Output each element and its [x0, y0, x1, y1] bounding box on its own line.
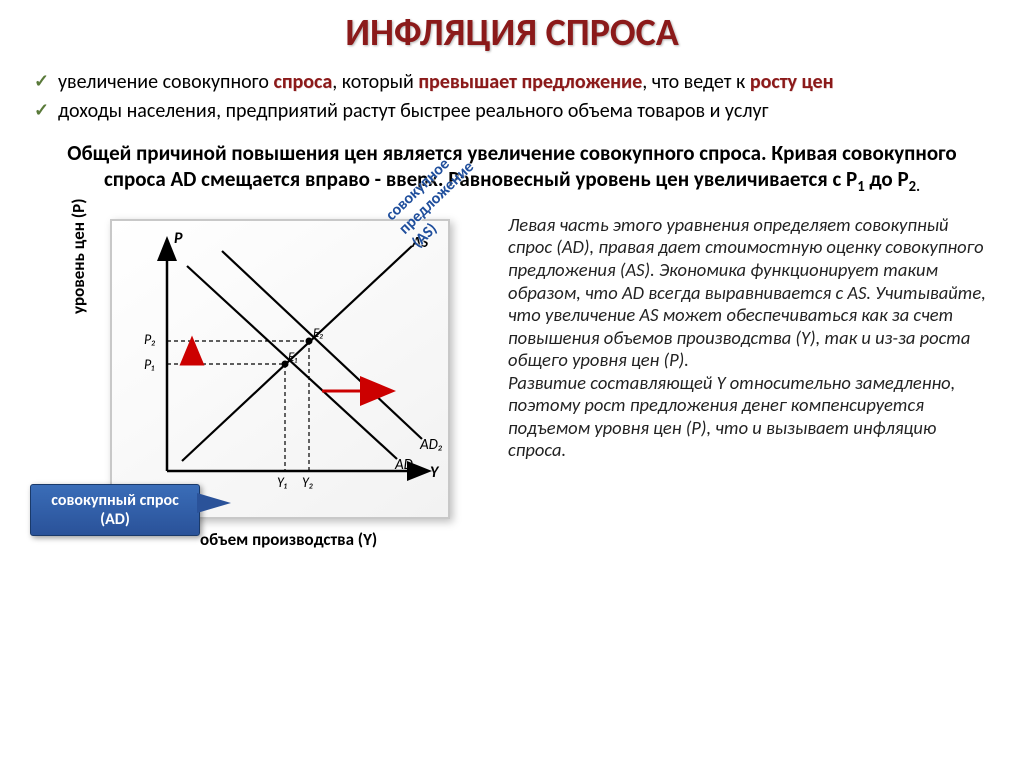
lead-sub2: 2.: [909, 177, 920, 195]
bullet-1-pre: увеличение совокупного: [58, 70, 273, 94]
bullet-1-mid: , который: [332, 70, 418, 94]
y-label: Y: [430, 463, 440, 482]
e2-text: E₂: [313, 326, 324, 341]
explanation-p2: Развитие составляющей Y относительно зам…: [508, 372, 994, 462]
axis-y-label: объем производства (Y): [200, 529, 377, 550]
bullet-1-hl2: превышает предложение: [418, 70, 642, 94]
p-label: P: [174, 229, 183, 248]
explanation-column: Левая часть этого уравнения определяет с…: [508, 214, 994, 519]
lead-text: Общей причиной повышения цен является ув…: [67, 140, 956, 192]
content-row: уровень цен (P) совокупное предложение (…: [30, 214, 994, 519]
bullet-1-hl3: росту цен: [750, 70, 834, 94]
chart-svg: P Y AS AD₁ AD₂ E₁ E₂ P₁ P₂ Y₁ Y₂: [112, 221, 452, 521]
e2-point: [306, 337, 313, 344]
y1-text: Y₁: [277, 474, 287, 491]
lead-sub1: 1: [857, 177, 864, 195]
bullet-1-hl1: спроса: [273, 70, 332, 94]
ad2-line: [222, 251, 422, 439]
bullet-1: увеличение совокупного спроса, который п…: [30, 70, 994, 95]
p2-text: P₂: [144, 331, 156, 348]
p1-text: P₁: [144, 356, 155, 373]
y2-text: Y₂: [302, 474, 314, 491]
explanation-p1: Левая часть этого уравнения определяет с…: [508, 214, 994, 372]
bullet-1-mid2: , что ведет к: [642, 70, 750, 94]
e1-text: E₁: [288, 350, 298, 365]
page-title: ИНФЛЯЦИЯ СПРОСА: [30, 10, 994, 56]
lead-mid: до P: [865, 166, 909, 192]
lead-paragraph: Общей причиной повышения цен является ув…: [60, 140, 964, 196]
chart-column: уровень цен (P) совокупное предложение (…: [30, 214, 490, 519]
ad1-text: AD₁: [394, 456, 417, 474]
ad-callout: совокупный спрос (AD): [30, 484, 200, 536]
chart-box: совокупное предложение (AS): [110, 219, 450, 519]
bullet-list: увеличение совокупного спроса, который п…: [30, 70, 994, 124]
ad2-text: AD₂: [419, 436, 443, 454]
bullet-2: доходы населения, предприятий растут быс…: [30, 99, 994, 124]
axis-p-label: уровень цен (P): [68, 198, 89, 314]
